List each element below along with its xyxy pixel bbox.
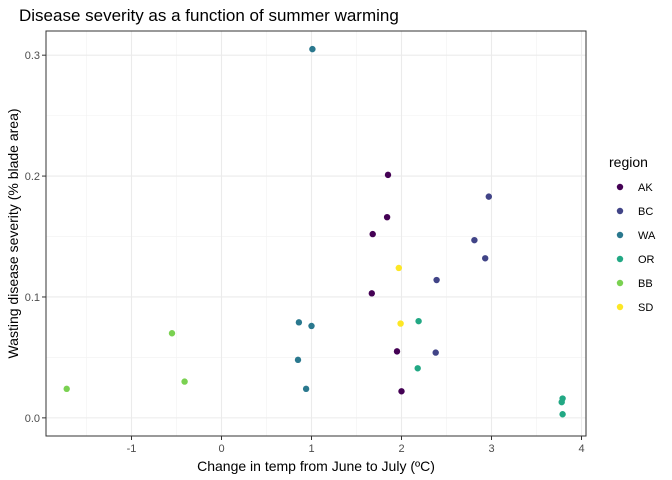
data-points bbox=[63, 45, 566, 418]
data-point-sd bbox=[397, 320, 404, 327]
minor-gridlines bbox=[46, 31, 586, 436]
x-tick-label: 4 bbox=[578, 443, 584, 455]
data-point-wa bbox=[309, 45, 316, 53]
legend-label-bb: BB bbox=[638, 278, 653, 290]
legend-key-bb bbox=[616, 279, 624, 287]
x-tick-label: -1 bbox=[127, 443, 137, 455]
data-point-wa bbox=[295, 319, 303, 326]
data-point-bc bbox=[471, 236, 478, 244]
y-tick-label: 0.0 bbox=[25, 413, 40, 425]
data-point-bc bbox=[482, 255, 489, 262]
data-point-wa bbox=[302, 385, 310, 393]
legend-key-or bbox=[616, 255, 624, 263]
major-gridlines bbox=[46, 31, 586, 436]
x-tick-label: 3 bbox=[488, 443, 494, 455]
legend-key-sd bbox=[616, 303, 624, 311]
data-point-ak bbox=[369, 230, 376, 238]
legend-label-bc: BC bbox=[638, 206, 653, 218]
legend-key-wa bbox=[616, 231, 624, 239]
legend: region AK BC WA OR BB SD bbox=[609, 154, 656, 314]
legend-title: region bbox=[609, 154, 648, 170]
data-point-bc bbox=[432, 349, 439, 356]
data-point-bc bbox=[485, 193, 492, 200]
data-point-bc bbox=[433, 276, 440, 284]
plot-panel-border bbox=[45, 30, 587, 437]
data-point-ak bbox=[368, 290, 375, 297]
y-tick-label: 0.1 bbox=[25, 292, 40, 304]
y-axis-ticks: 0.0 0.1 0.2 0.3 bbox=[25, 50, 46, 425]
y-axis-title: Wasting disease severity (% blade area) bbox=[5, 108, 21, 358]
legend-label-ak: AK bbox=[638, 182, 653, 194]
data-point-ak bbox=[383, 213, 391, 221]
data-point-ak bbox=[384, 171, 392, 179]
data-point-or bbox=[558, 398, 565, 406]
x-tick-label: 2 bbox=[398, 443, 404, 455]
y-tick-label: 0.2 bbox=[25, 171, 40, 183]
legend-label-wa: WA bbox=[638, 230, 656, 242]
x-tick-label: 1 bbox=[308, 443, 314, 455]
legend-label-sd: SD bbox=[638, 302, 653, 314]
data-point-ak bbox=[398, 388, 405, 395]
data-point-or bbox=[559, 411, 566, 418]
data-point-bb bbox=[168, 330, 176, 337]
legend-key-ak bbox=[616, 183, 624, 191]
data-point-wa bbox=[294, 356, 302, 364]
data-point-or bbox=[414, 365, 421, 372]
legend-label-or: OR bbox=[638, 254, 655, 266]
data-point-or bbox=[415, 317, 422, 325]
plot-panel bbox=[45, 30, 587, 437]
x-axis-ticks: -1 0 1 2 3 4 bbox=[127, 436, 585, 455]
data-point-wa bbox=[308, 322, 315, 330]
data-point-sd bbox=[395, 264, 402, 272]
chart-title: Disease severity as a function of summer… bbox=[19, 6, 399, 25]
y-tick-label: 0.3 bbox=[25, 50, 40, 62]
x-tick-label: 0 bbox=[218, 443, 224, 455]
data-point-ak bbox=[393, 348, 401, 355]
data-point-bb bbox=[181, 378, 188, 385]
x-axis-title: Change in temp from June to July (ºC) bbox=[197, 458, 435, 474]
legend-key-bc bbox=[616, 207, 624, 215]
data-point-bb bbox=[63, 385, 70, 393]
